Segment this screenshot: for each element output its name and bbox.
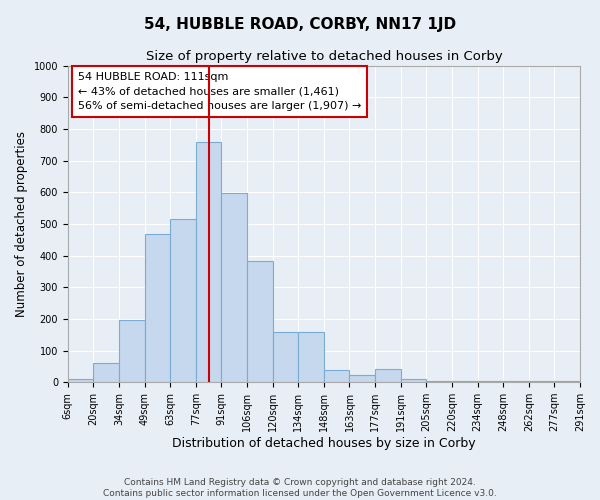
Bar [375,369,401,382]
Bar [94,362,119,382]
Bar [221,193,247,382]
Text: 54, HUBBLE ROAD, CORBY, NN17 1JD: 54, HUBBLE ROAD, CORBY, NN17 1JD [144,18,456,32]
Bar [247,261,272,382]
Bar [478,380,503,382]
Bar [298,332,324,382]
Bar [272,332,298,382]
Text: 54 HUBBLE ROAD: 111sqm
← 43% of detached houses are smaller (1,461)
56% of semi-: 54 HUBBLE ROAD: 111sqm ← 43% of detached… [78,72,361,112]
Title: Size of property relative to detached houses in Corby: Size of property relative to detached ho… [146,50,502,63]
Bar [401,380,427,382]
Bar [324,370,349,382]
Y-axis label: Number of detached properties: Number of detached properties [15,131,28,317]
Bar [145,234,170,382]
Bar [196,142,221,382]
Bar [503,380,529,382]
Bar [529,380,554,382]
X-axis label: Distribution of detached houses by size in Corby: Distribution of detached houses by size … [172,437,476,450]
Bar [554,380,580,382]
Bar [349,376,375,382]
Bar [170,218,196,382]
Bar [427,380,452,382]
Bar [452,380,478,382]
Bar [119,320,145,382]
Text: Contains HM Land Registry data © Crown copyright and database right 2024.
Contai: Contains HM Land Registry data © Crown c… [103,478,497,498]
Bar [68,379,94,382]
